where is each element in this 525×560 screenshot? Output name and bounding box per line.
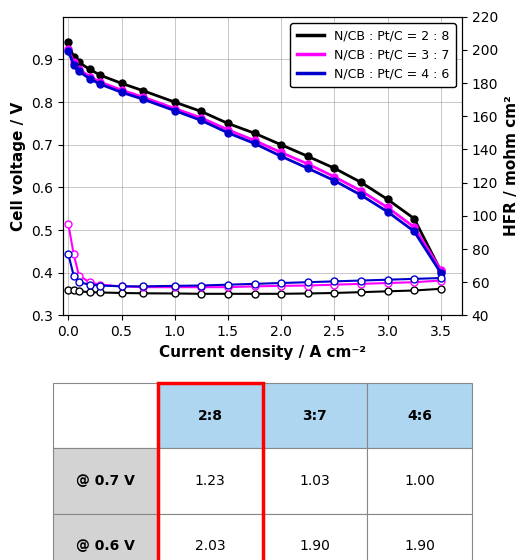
N/CB : Pt/C = 3 : 7: (0.7, 0.812): Pt/C = 3 : 7: (0.7, 0.812) bbox=[140, 94, 146, 100]
N/CB : Pt/C = 3 : 7: (1.75, 0.71): Pt/C = 3 : 7: (1.75, 0.71) bbox=[251, 137, 258, 144]
N/CB : Pt/C = 3 : 7: (2, 0.682): Pt/C = 3 : 7: (2, 0.682) bbox=[278, 149, 284, 156]
N/CB : Pt/C = 2 : 8: (0, 0.94): Pt/C = 2 : 8: (0, 0.94) bbox=[65, 39, 71, 46]
N/CB : Pt/C = 4 : 6: (3, 0.543): Pt/C = 4 : 6: (3, 0.543) bbox=[384, 208, 391, 215]
N/CB : Pt/C = 2 : 8: (0.7, 0.827): Pt/C = 2 : 8: (0.7, 0.827) bbox=[140, 87, 146, 94]
Line: N/CB : Pt/C = 2 : 8: N/CB : Pt/C = 2 : 8 bbox=[65, 39, 444, 274]
N/CB : Pt/C = 3 : 7: (0.5, 0.828): Pt/C = 3 : 7: (0.5, 0.828) bbox=[118, 87, 124, 94]
N/CB : Pt/C = 4 : 6: (1.5, 0.728): Pt/C = 4 : 6: (1.5, 0.728) bbox=[225, 129, 231, 136]
N/CB : Pt/C = 4 : 6: (2.25, 0.645): Pt/C = 4 : 6: (2.25, 0.645) bbox=[304, 165, 311, 171]
Y-axis label: HFR / mohm cm²: HFR / mohm cm² bbox=[504, 96, 519, 236]
N/CB : Pt/C = 3 : 7: (0.2, 0.86): Pt/C = 3 : 7: (0.2, 0.86) bbox=[87, 73, 93, 80]
Line: N/CB : Pt/C = 3 : 7: N/CB : Pt/C = 3 : 7 bbox=[65, 45, 444, 273]
N/CB : Pt/C = 3 : 7: (2.75, 0.592): Pt/C = 3 : 7: (2.75, 0.592) bbox=[358, 188, 364, 194]
N/CB : Pt/C = 3 : 7: (1, 0.785): Pt/C = 3 : 7: (1, 0.785) bbox=[172, 105, 178, 112]
N/CB : Pt/C = 2 : 8: (3.25, 0.527): Pt/C = 2 : 8: (3.25, 0.527) bbox=[411, 215, 417, 222]
N/CB : Pt/C = 3 : 7: (3.5, 0.407): Pt/C = 3 : 7: (3.5, 0.407) bbox=[437, 267, 444, 273]
N/CB : Pt/C = 2 : 8: (2.5, 0.645): Pt/C = 2 : 8: (2.5, 0.645) bbox=[331, 165, 338, 171]
N/CB : Pt/C = 2 : 8: (1, 0.8): Pt/C = 2 : 8: (1, 0.8) bbox=[172, 99, 178, 105]
N/CB : Pt/C = 2 : 8: (1.5, 0.75): Pt/C = 2 : 8: (1.5, 0.75) bbox=[225, 120, 231, 127]
N/CB : Pt/C = 3 : 7: (0.3, 0.847): Pt/C = 3 : 7: (0.3, 0.847) bbox=[97, 79, 103, 86]
N/CB : Pt/C = 3 : 7: (2.25, 0.655): Pt/C = 3 : 7: (2.25, 0.655) bbox=[304, 161, 311, 167]
N/CB : Pt/C = 4 : 6: (0.3, 0.842): Pt/C = 4 : 6: (0.3, 0.842) bbox=[97, 81, 103, 87]
N/CB : Pt/C = 3 : 7: (1.25, 0.763): Pt/C = 3 : 7: (1.25, 0.763) bbox=[198, 115, 204, 122]
N/CB : Pt/C = 3 : 7: (3, 0.553): Pt/C = 3 : 7: (3, 0.553) bbox=[384, 204, 391, 211]
N/CB : Pt/C = 4 : 6: (1, 0.78): Pt/C = 4 : 6: (1, 0.78) bbox=[172, 108, 178, 114]
N/CB : Pt/C = 2 : 8: (0.3, 0.863): Pt/C = 2 : 8: (0.3, 0.863) bbox=[97, 72, 103, 78]
N/CB : Pt/C = 4 : 6: (0.2, 0.855): Pt/C = 4 : 6: (0.2, 0.855) bbox=[87, 75, 93, 82]
N/CB : Pt/C = 3 : 7: (2.5, 0.625): Pt/C = 3 : 7: (2.5, 0.625) bbox=[331, 174, 338, 180]
N/CB : Pt/C = 4 : 6: (2, 0.673): Pt/C = 4 : 6: (2, 0.673) bbox=[278, 153, 284, 160]
N/CB : Pt/C = 4 : 6: (0.05, 0.887): Pt/C = 4 : 6: (0.05, 0.887) bbox=[70, 62, 77, 68]
N/CB : Pt/C = 2 : 8: (1.75, 0.727): Pt/C = 2 : 8: (1.75, 0.727) bbox=[251, 130, 258, 137]
N/CB : Pt/C = 4 : 6: (3.25, 0.497): Pt/C = 4 : 6: (3.25, 0.497) bbox=[411, 228, 417, 235]
N/CB : Pt/C = 4 : 6: (3.5, 0.4): Pt/C = 4 : 6: (3.5, 0.4) bbox=[437, 269, 444, 276]
N/CB : Pt/C = 2 : 8: (3, 0.572): Pt/C = 2 : 8: (3, 0.572) bbox=[384, 196, 391, 203]
N/CB : Pt/C = 2 : 8: (0.5, 0.844): Pt/C = 2 : 8: (0.5, 0.844) bbox=[118, 80, 124, 87]
N/CB : Pt/C = 4 : 6: (1.75, 0.703): Pt/C = 4 : 6: (1.75, 0.703) bbox=[251, 140, 258, 147]
N/CB : Pt/C = 2 : 8: (1.25, 0.778): Pt/C = 2 : 8: (1.25, 0.778) bbox=[198, 108, 204, 115]
Line: N/CB : Pt/C = 4 : 6: N/CB : Pt/C = 4 : 6 bbox=[65, 48, 444, 276]
N/CB : Pt/C = 4 : 6: (0.7, 0.807): Pt/C = 4 : 6: (0.7, 0.807) bbox=[140, 96, 146, 102]
N/CB : Pt/C = 4 : 6: (0, 0.92): Pt/C = 4 : 6: (0, 0.92) bbox=[65, 48, 71, 54]
N/CB : Pt/C = 2 : 8: (2.75, 0.612): Pt/C = 2 : 8: (2.75, 0.612) bbox=[358, 179, 364, 186]
N/CB : Pt/C = 2 : 8: (0.1, 0.893): Pt/C = 2 : 8: (0.1, 0.893) bbox=[76, 59, 82, 66]
N/CB : Pt/C = 3 : 7: (0.05, 0.893): Pt/C = 3 : 7: (0.05, 0.893) bbox=[70, 59, 77, 66]
N/CB : Pt/C = 4 : 6: (2.75, 0.582): Pt/C = 4 : 6: (2.75, 0.582) bbox=[358, 192, 364, 198]
N/CB : Pt/C = 3 : 7: (0.1, 0.877): Pt/C = 3 : 7: (0.1, 0.877) bbox=[76, 66, 82, 73]
N/CB : Pt/C = 4 : 6: (0.5, 0.823): Pt/C = 4 : 6: (0.5, 0.823) bbox=[118, 89, 124, 96]
N/CB : Pt/C = 2 : 8: (2.25, 0.673): Pt/C = 2 : 8: (2.25, 0.673) bbox=[304, 153, 311, 160]
N/CB : Pt/C = 4 : 6: (1.25, 0.757): Pt/C = 4 : 6: (1.25, 0.757) bbox=[198, 117, 204, 124]
N/CB : Pt/C = 3 : 7: (3.25, 0.507): Pt/C = 3 : 7: (3.25, 0.507) bbox=[411, 223, 417, 230]
N/CB : Pt/C = 3 : 7: (0, 0.925): Pt/C = 3 : 7: (0, 0.925) bbox=[65, 45, 71, 52]
Legend: N/CB : Pt/C = 2 : 8, N/CB : Pt/C = 3 : 7, N/CB : Pt/C = 4 : 6: N/CB : Pt/C = 2 : 8, N/CB : Pt/C = 3 : 7… bbox=[290, 23, 456, 87]
N/CB : Pt/C = 2 : 8: (3.5, 0.405): Pt/C = 2 : 8: (3.5, 0.405) bbox=[437, 267, 444, 274]
N/CB : Pt/C = 3 : 7: (1.5, 0.735): Pt/C = 3 : 7: (1.5, 0.735) bbox=[225, 127, 231, 133]
Y-axis label: Cell voltage / V: Cell voltage / V bbox=[10, 101, 26, 231]
N/CB : Pt/C = 4 : 6: (0.1, 0.872): Pt/C = 4 : 6: (0.1, 0.872) bbox=[76, 68, 82, 74]
N/CB : Pt/C = 2 : 8: (2, 0.7): Pt/C = 2 : 8: (2, 0.7) bbox=[278, 141, 284, 148]
X-axis label: Current density / A cm⁻²: Current density / A cm⁻² bbox=[159, 344, 366, 360]
N/CB : Pt/C = 2 : 8: (0.05, 0.905): Pt/C = 2 : 8: (0.05, 0.905) bbox=[70, 54, 77, 60]
N/CB : Pt/C = 4 : 6: (2.5, 0.616): Pt/C = 4 : 6: (2.5, 0.616) bbox=[331, 177, 338, 184]
N/CB : Pt/C = 2 : 8: (0.2, 0.877): Pt/C = 2 : 8: (0.2, 0.877) bbox=[87, 66, 93, 73]
